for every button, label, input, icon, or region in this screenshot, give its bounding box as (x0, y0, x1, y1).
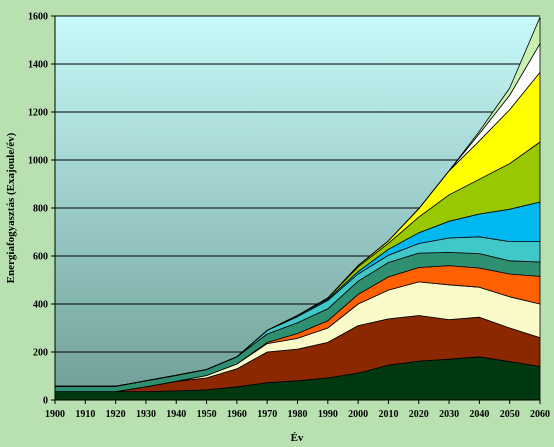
y-tick-label: 600 (33, 252, 48, 263)
x-tick-label: 1970 (257, 409, 277, 420)
x-tick-label: 1910 (75, 409, 95, 420)
x-tick-label: 1960 (227, 409, 247, 420)
x-tick-label: 1980 (288, 409, 308, 420)
gridlines (55, 15, 540, 353)
x-tick-label: 1900 (45, 409, 65, 420)
x-tick-label: 1990 (318, 409, 338, 420)
x-tick-label: 2050 (500, 409, 520, 420)
y-tick-label: 200 (33, 348, 48, 359)
x-tick-label: 1930 (136, 409, 156, 420)
x-tick-label: 2000 (348, 409, 368, 420)
x-tick-label: 2030 (439, 409, 459, 420)
x-axis-title: Év (291, 432, 304, 444)
y-axis-title: Energiafogyasztás (Exajoule/év) (5, 132, 17, 283)
y-tick-label: 400 (33, 300, 48, 311)
x-tick-label: 1950 (197, 409, 217, 420)
y-tick-label: 1400 (28, 60, 48, 71)
y-tick-label: 800 (33, 204, 48, 215)
y-tick-labels: 0 200 400 600 800 1000 1200 1400 1600 (28, 12, 55, 407)
area-series-11 (54, 16, 541, 387)
x-tick-label: 1920 (106, 409, 126, 420)
x-tick-label: 2060 (530, 409, 550, 420)
y-tick-label: 1000 (28, 156, 48, 167)
x-tick-labels: 1900 1910 1920 1930 1940 1950 1960 1970 1980 1990… (45, 400, 550, 420)
y-tick-label: 1600 (28, 12, 48, 23)
y-tick-label: 0 (43, 396, 48, 407)
x-tick-label: 2010 (378, 409, 398, 420)
x-tick-label: 2020 (409, 409, 429, 420)
y-tick-label: 1200 (28, 108, 48, 119)
x-tick-label: 2040 (469, 409, 489, 420)
x-tick-label: 1940 (166, 409, 186, 420)
